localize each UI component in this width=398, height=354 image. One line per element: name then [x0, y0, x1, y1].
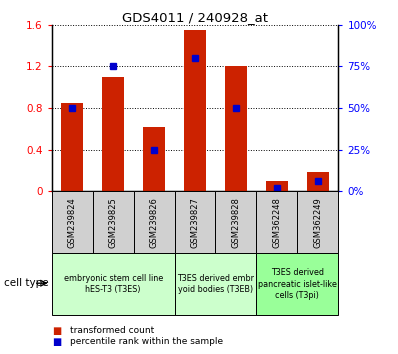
- Bar: [215, 191, 256, 253]
- Bar: [134, 191, 175, 253]
- Text: GSM239824: GSM239824: [68, 197, 77, 247]
- Text: T3ES derived embr
yoid bodies (T3EB): T3ES derived embr yoid bodies (T3EB): [177, 274, 254, 294]
- Bar: [175, 191, 215, 253]
- Text: embryonic stem cell line
hES-T3 (T3ES): embryonic stem cell line hES-T3 (T3ES): [64, 274, 163, 294]
- Bar: [256, 191, 297, 253]
- Text: GSM239825: GSM239825: [109, 197, 118, 247]
- Bar: [52, 253, 175, 315]
- Bar: [52, 191, 93, 253]
- Text: ■: ■: [52, 337, 61, 347]
- Text: GSM239826: GSM239826: [150, 197, 158, 247]
- Text: percentile rank within the sample: percentile rank within the sample: [70, 337, 223, 346]
- Bar: [256, 253, 338, 315]
- Text: GSM239828: GSM239828: [232, 197, 240, 247]
- Bar: [175, 253, 256, 315]
- Bar: [265, 181, 288, 191]
- Bar: [61, 103, 84, 191]
- Bar: [143, 127, 165, 191]
- Title: GDS4011 / 240928_at: GDS4011 / 240928_at: [122, 11, 268, 24]
- Bar: [184, 30, 206, 191]
- Bar: [306, 172, 329, 191]
- Bar: [225, 67, 247, 191]
- Text: ■: ■: [52, 326, 61, 336]
- Text: transformed count: transformed count: [70, 326, 154, 336]
- Bar: [297, 191, 338, 253]
- Text: GSM362249: GSM362249: [313, 197, 322, 247]
- Bar: [102, 77, 125, 191]
- Text: GSM239827: GSM239827: [191, 197, 199, 247]
- Bar: [93, 191, 134, 253]
- Text: GSM362248: GSM362248: [272, 197, 281, 247]
- Text: T3ES derived
pancreatic islet-like
cells (T3pi): T3ES derived pancreatic islet-like cells…: [258, 268, 337, 300]
- Text: cell type: cell type: [4, 278, 49, 288]
